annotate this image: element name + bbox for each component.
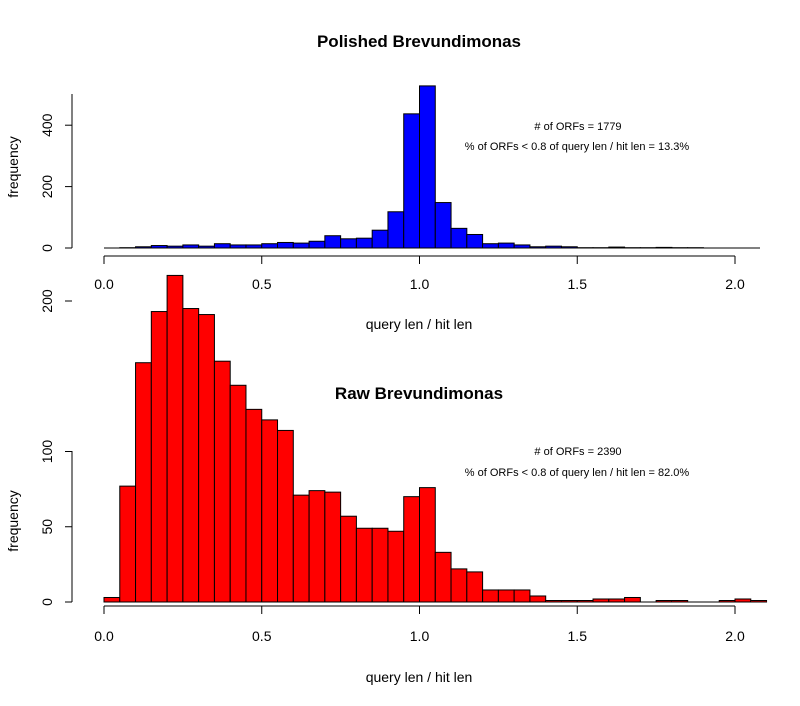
chart-title: Polished Brevundimonas [317, 32, 521, 51]
x-tick-label: 1.5 [568, 628, 588, 644]
x-tick-label: 2.0 [725, 276, 745, 292]
y-tick-label: 100 [39, 440, 55, 464]
histogram-bar [450, 227, 468, 249]
histogram-bar [229, 384, 247, 603]
x-tick-label: 1.5 [568, 276, 588, 292]
histogram-bar [387, 211, 405, 249]
histogram-bar [497, 589, 515, 603]
y-axis-label: frequency [5, 136, 21, 197]
histogram-bar [277, 241, 294, 249]
histogram-bar [466, 571, 484, 603]
histogram-bar [340, 238, 357, 249]
histogram-bar [198, 314, 215, 603]
histogram-bar [355, 527, 373, 603]
x-axis-label: query len / hit len [366, 316, 473, 332]
histogram-panel-1: Polished Brevundimonas 0.0 0.5 1.0 1.5 2.0 que… [5, 32, 760, 332]
histogram-bar [166, 274, 184, 603]
histogram-bar [450, 568, 468, 603]
histogram-bar [245, 408, 263, 603]
histogram-bar [403, 496, 421, 603]
histogram-bar [419, 85, 436, 249]
histogram-bar [119, 485, 137, 603]
y-tick-label: 200 [39, 289, 55, 313]
y-axis: 0 50 100 200 [39, 289, 73, 606]
x-axis: 0.0 0.5 1.0 1.5 2.0 [94, 605, 745, 644]
y-axis: 0 200 400 [39, 94, 73, 252]
histogram-bar [213, 243, 231, 249]
histogram-bar [213, 360, 231, 603]
orf-percent-annotation: % of ORFs < 0.8 of query len / hit len =… [465, 141, 690, 153]
x-axis-label: query len / hit len [366, 669, 473, 685]
x-tick-label: 0.5 [252, 628, 272, 644]
y-tick-label: 0 [39, 244, 55, 252]
histogram-panel-2: Raw Brevundimonas 0.0 0.5 1.0 1.5 2.0 query le… [5, 274, 768, 685]
x-tick-label: 0.0 [94, 628, 114, 644]
histogram-bar [308, 490, 326, 603]
histogram-bar [624, 596, 641, 603]
orf-count-annotation: # of ORFs = 2390 [534, 446, 621, 458]
y-tick-label: 400 [39, 113, 55, 137]
histogram-bar [324, 235, 342, 249]
y-tick-label: 0 [39, 598, 55, 606]
y-axis-label: frequency [5, 490, 21, 551]
histogram-bar [292, 242, 310, 249]
orf-percent-annotation: % of ORFs < 0.8 of query len / hit len =… [465, 467, 690, 479]
x-tick-label: 2.0 [725, 628, 745, 644]
histogram-bar [324, 491, 342, 603]
histogram-bar [466, 233, 484, 249]
histogram-bar [529, 595, 547, 603]
x-tick-label: 1.0 [410, 276, 430, 292]
histogram-bar [434, 202, 452, 249]
histogram-bar [150, 311, 168, 603]
x-tick-label: 0.5 [252, 276, 272, 292]
x-axis: 0.0 0.5 1.0 1.5 2.0 [94, 255, 745, 292]
histogram-bar [261, 419, 279, 603]
x-tick-label: 1.0 [410, 628, 430, 644]
histogram-bar [355, 237, 373, 249]
histogram-bar [135, 362, 152, 603]
histogram-bar [371, 527, 389, 603]
y-tick-label: 50 [39, 519, 55, 535]
histogram-bar [403, 113, 421, 249]
orf-count-annotation: # of ORFs = 1779 [534, 121, 621, 133]
chart-title: Raw Brevundimonas [335, 384, 503, 403]
histogram-bar [434, 551, 452, 603]
y-tick-label: 200 [39, 175, 55, 199]
histogram-bar [482, 589, 499, 603]
histogram-bar [277, 429, 294, 603]
histogram-bar [482, 243, 499, 249]
histogram-bar [292, 494, 310, 603]
histogram-bar [182, 308, 200, 603]
histogram-bar [103, 596, 121, 603]
histogram-bar [308, 240, 326, 249]
histogram-bar [371, 229, 389, 249]
histogram-bar [497, 242, 515, 249]
histogram-bar [513, 589, 531, 603]
histogram-bar [340, 515, 357, 603]
histogram-bar [419, 487, 436, 603]
histogram-bar [387, 530, 405, 603]
histogram-bar [261, 243, 279, 249]
x-tick-label: 0.0 [94, 276, 114, 292]
